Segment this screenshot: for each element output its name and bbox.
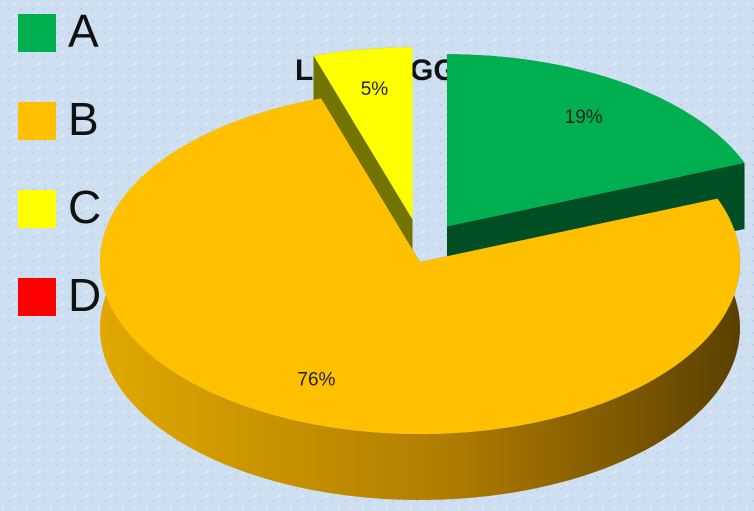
data-label: 76% bbox=[297, 369, 335, 390]
legend-label: C bbox=[68, 181, 101, 233]
legend-swatch bbox=[18, 190, 56, 228]
slice bbox=[446, 54, 745, 227]
legend-swatch bbox=[18, 278, 56, 316]
legend-swatch bbox=[18, 102, 56, 140]
data-label: 19% bbox=[565, 107, 603, 128]
legend-label: B bbox=[68, 93, 99, 145]
legend-swatch bbox=[18, 14, 56, 52]
slice bbox=[313, 47, 413, 220]
legend-label: A bbox=[68, 5, 99, 57]
data-label: 5% bbox=[361, 79, 389, 100]
slice bbox=[100, 98, 740, 434]
legend-label: D bbox=[68, 269, 101, 321]
